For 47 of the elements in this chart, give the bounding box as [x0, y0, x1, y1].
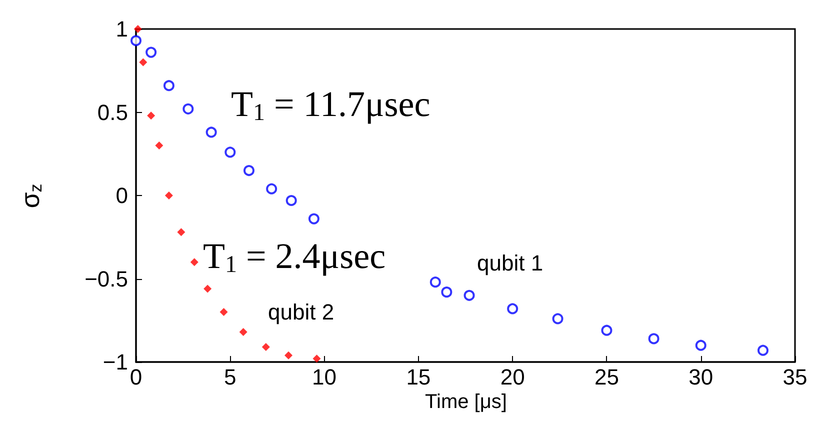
x-axis-title: Time [μs] [425, 391, 507, 413]
point [182, 103, 194, 114]
point [243, 165, 254, 176]
x-tick-label: 20 [500, 364, 525, 390]
x-tick-label: 15 [406, 364, 431, 390]
y-tick-label: 1 [116, 16, 128, 42]
point [312, 354, 321, 363]
point [224, 146, 236, 158]
point [239, 328, 248, 336]
point [220, 308, 228, 316]
point [147, 112, 156, 120]
point [601, 324, 612, 336]
point [190, 258, 198, 266]
point [262, 343, 270, 352]
point [130, 35, 142, 46]
x-tick-label: 5 [224, 364, 236, 390]
x-tick-label: 30 [688, 364, 714, 390]
point [441, 286, 452, 298]
series-label: qubit 1 [477, 250, 544, 276]
point [206, 126, 217, 138]
y-axis-title: σz [15, 184, 46, 208]
x-tick-label: 10 [312, 364, 337, 390]
y-tick-label: −1 [102, 350, 128, 374]
point [266, 183, 278, 194]
point [552, 313, 564, 324]
point [164, 192, 173, 200]
point [695, 340, 706, 351]
point [155, 142, 164, 150]
point [139, 58, 148, 66]
point [177, 228, 186, 236]
point [163, 80, 174, 92]
point [146, 46, 157, 58]
x-tick-label: 25 [594, 364, 619, 390]
point [430, 276, 441, 288]
y-tick-label: 0 [116, 183, 128, 208]
point [286, 194, 297, 206]
point [308, 213, 320, 224]
point [758, 344, 768, 356]
y-tick-label: 0.5 [97, 100, 128, 125]
x-tick-label: 35 [782, 364, 808, 390]
point [464, 290, 475, 301]
point [507, 303, 518, 314]
point [284, 351, 293, 360]
y-tick-label: −0.5 [84, 266, 128, 292]
point [204, 284, 212, 293]
point [648, 333, 660, 344]
series-label: qubit 2 [268, 300, 334, 324]
